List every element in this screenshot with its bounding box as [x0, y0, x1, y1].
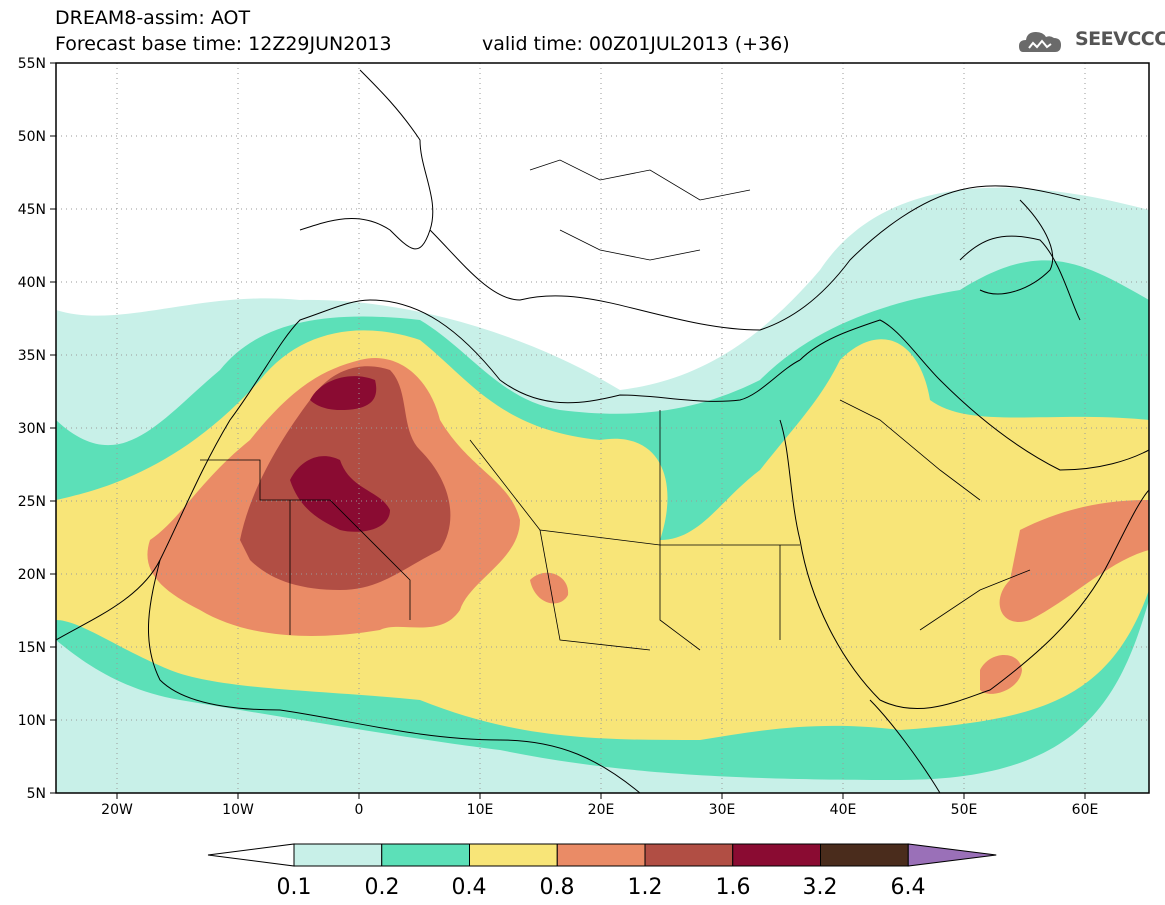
- tick-marks: [50, 62, 1086, 799]
- cloud-logo-icon: [1019, 32, 1061, 52]
- lon-label: 50E: [951, 802, 978, 818]
- aot-fields: [56, 187, 1149, 793]
- lat-label: 30N: [18, 421, 46, 437]
- lat-label: 45N: [18, 202, 46, 218]
- aot-0.8-region: [980, 655, 1022, 694]
- lat-label: 20N: [18, 567, 46, 583]
- lat-label: 40N: [18, 275, 46, 291]
- valid-time-label: valid time: 00Z01JUL2013 (+36): [482, 33, 790, 55]
- lon-label: 20E: [588, 802, 615, 818]
- base-time-label: Forecast base time: 12Z29JUN2013: [55, 33, 392, 55]
- lon-label: 30E: [709, 802, 736, 818]
- lat-label: 55N: [18, 56, 46, 72]
- aot-1.6-region: [310, 376, 377, 410]
- aot-1.6-region: [290, 456, 390, 532]
- map-grid: [56, 63, 1149, 793]
- lat-label: 15N: [18, 640, 46, 656]
- lat-label: 50N: [18, 129, 46, 145]
- lat-label: 10N: [18, 713, 46, 729]
- lat-label: 25N: [18, 494, 46, 510]
- lon-label: 60E: [1072, 802, 1099, 818]
- lon-label: 10E: [467, 802, 494, 818]
- coastlines: [56, 69, 1149, 793]
- lon-label: 20W: [101, 802, 133, 818]
- lat-label: 35N: [18, 348, 46, 364]
- aot-0.8-region: [530, 572, 569, 604]
- aot-0.8-region: [999, 500, 1149, 622]
- lon-label: 10W: [222, 802, 254, 818]
- country-borders: [200, 159, 1031, 651]
- lon-label: 40E: [830, 802, 857, 818]
- logo-text: SEEVCCC: [1075, 28, 1165, 50]
- lat-label: 5N: [27, 786, 46, 802]
- lon-label: 0: [355, 802, 364, 818]
- chart-title: DREAM8-assim: AOT: [55, 7, 251, 29]
